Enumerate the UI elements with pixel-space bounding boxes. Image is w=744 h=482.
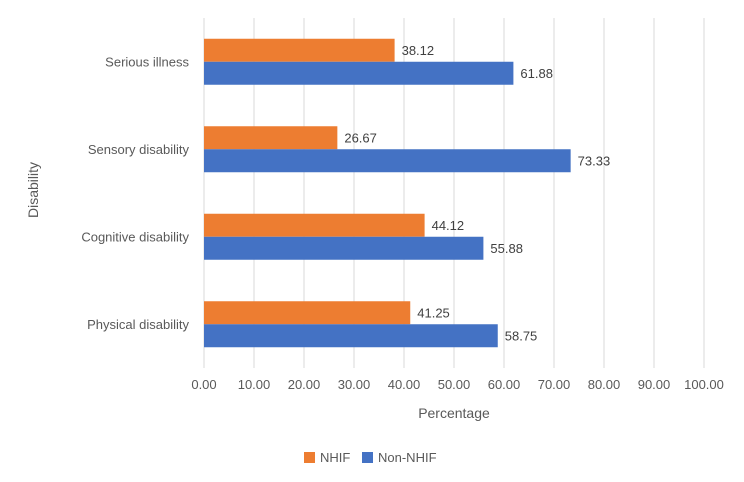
legend-label-non-nhif: Non-NHIF <box>378 450 437 465</box>
x-tick-label: 20.00 <box>288 377 321 392</box>
bar-non-nhif <box>204 61 514 85</box>
data-label: 61.88 <box>520 66 553 81</box>
bar-nhif <box>204 126 338 150</box>
x-tick-label: 100.00 <box>684 377 724 392</box>
bar-non-nhif <box>204 149 571 173</box>
x-tick-labels: 0.00 10.00 20.00 30.00 40.00 50.00 60.00 70.00 8… <box>191 377 724 392</box>
bar-non-nhif <box>204 236 484 260</box>
legend-swatch-nhif <box>304 452 315 463</box>
bars <box>204 38 571 348</box>
x-tick-label: 70.00 <box>538 377 571 392</box>
bar-non-nhif <box>204 324 498 348</box>
x-tick-label: 80.00 <box>588 377 621 392</box>
bar-nhif <box>204 213 425 237</box>
legend-swatch-non-nhif <box>362 452 373 463</box>
data-label: 44.12 <box>432 218 465 233</box>
legend: NHIF Non-NHIF <box>304 450 437 465</box>
category-label: Physical disability <box>87 317 189 332</box>
x-tick-label: 10.00 <box>238 377 271 392</box>
legend-label-nhif: NHIF <box>320 450 350 465</box>
bar-nhif <box>204 301 411 325</box>
data-label: 73.33 <box>578 153 611 168</box>
x-tick-label: 30.00 <box>338 377 371 392</box>
data-label: 41.25 <box>417 305 450 320</box>
data-label: 38.12 <box>402 43 435 58</box>
category-label: Serious illness <box>105 54 189 69</box>
x-tick-label: 0.00 <box>191 377 216 392</box>
data-labels: 38.12 61.88 26.67 73.33 44.12 55.88 41.25 58.75 <box>344 43 610 344</box>
x-tick-label: 90.00 <box>638 377 671 392</box>
bar-nhif <box>204 38 395 62</box>
x-tick-label: 60.00 <box>488 377 521 392</box>
category-labels: Serious illness Sensory disability Cogniti… <box>81 54 189 332</box>
data-label: 26.67 <box>344 130 377 145</box>
data-label: 55.88 <box>490 241 523 256</box>
x-tick-label: 40.00 <box>388 377 421 392</box>
data-label: 58.75 <box>505 328 538 343</box>
category-label: Sensory disability <box>88 142 190 157</box>
category-label: Cognitive disability <box>81 229 189 244</box>
x-axis-title: Percentage <box>418 405 490 421</box>
x-tick-label: 50.00 <box>438 377 471 392</box>
y-axis-title: Disability <box>25 162 41 218</box>
